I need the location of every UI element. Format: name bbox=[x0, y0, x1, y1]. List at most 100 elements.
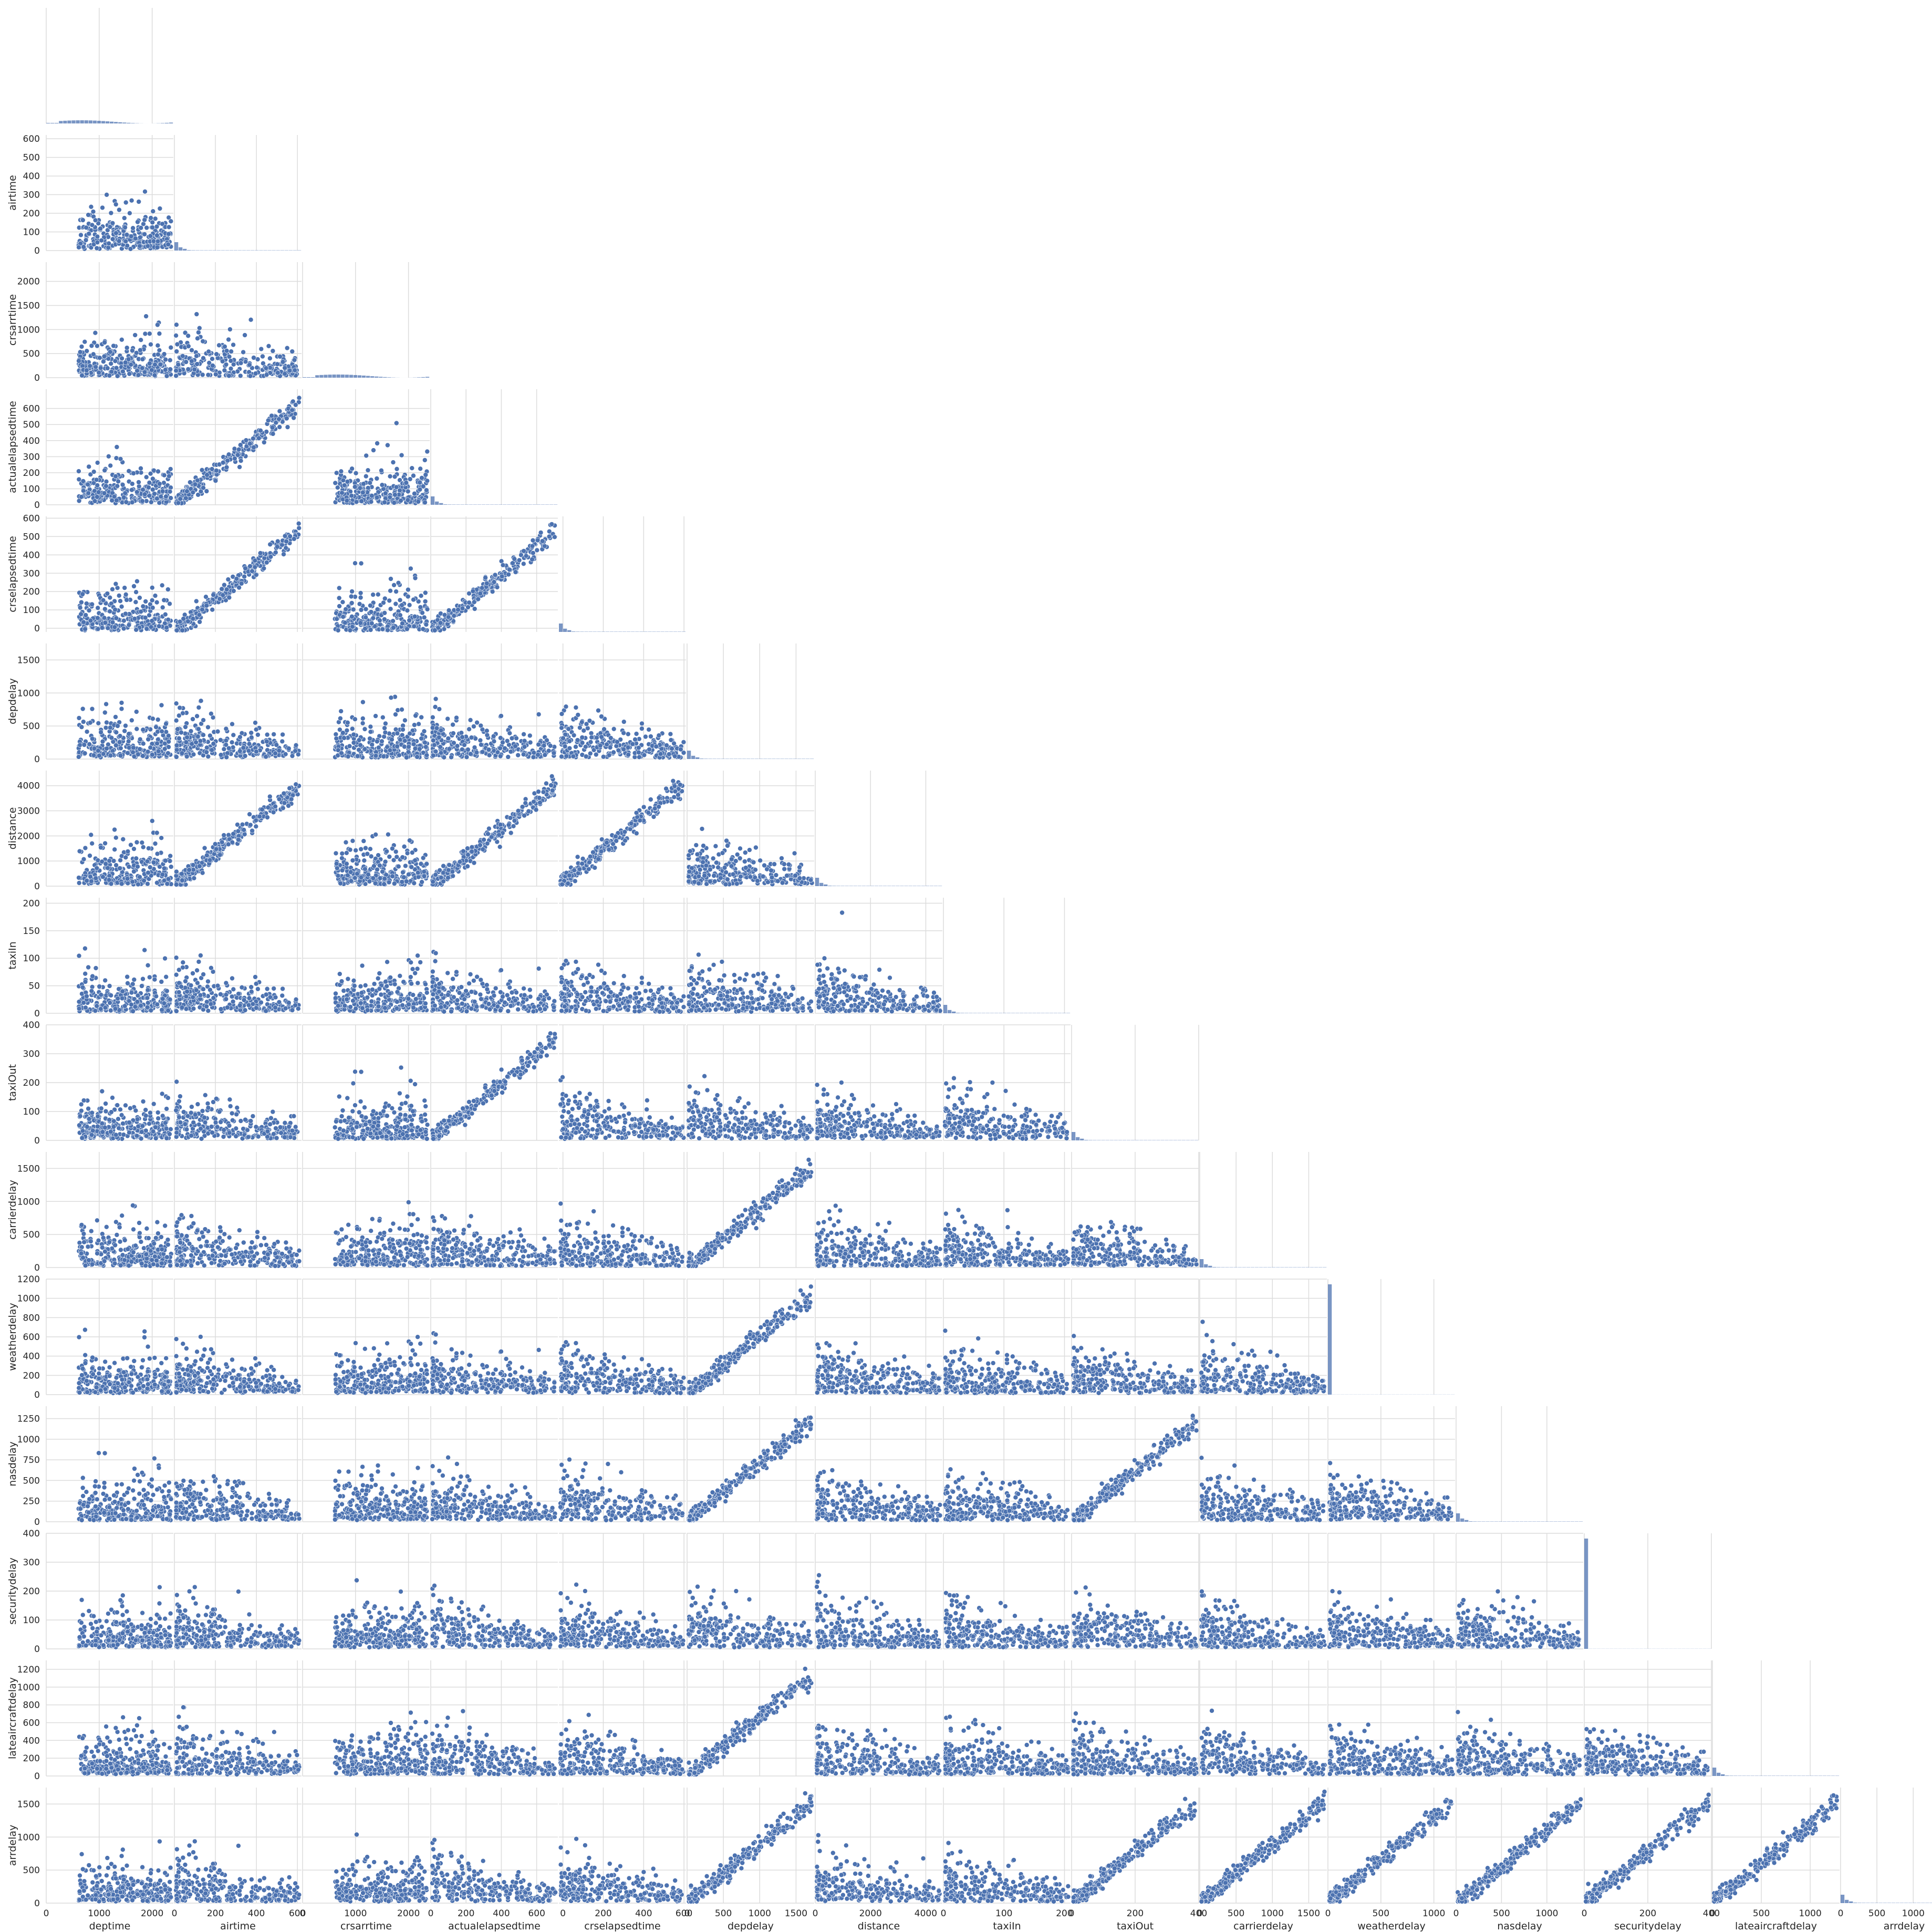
point bbox=[186, 344, 191, 349]
point bbox=[148, 745, 153, 750]
hist-bar bbox=[448, 504, 451, 505]
point bbox=[530, 557, 535, 562]
point bbox=[633, 737, 638, 742]
point bbox=[155, 245, 160, 250]
point bbox=[522, 732, 526, 736]
point bbox=[77, 715, 81, 720]
hist-bar bbox=[101, 121, 105, 123]
point bbox=[238, 361, 243, 366]
point bbox=[380, 715, 385, 720]
point bbox=[240, 822, 245, 827]
point bbox=[270, 425, 275, 430]
point bbox=[531, 538, 535, 543]
point bbox=[418, 605, 423, 609]
point bbox=[168, 859, 172, 864]
point bbox=[108, 609, 112, 614]
y-tick-label: 200 bbox=[23, 468, 40, 479]
point bbox=[254, 824, 258, 829]
point bbox=[143, 331, 148, 336]
hist-bar bbox=[588, 631, 592, 632]
point bbox=[283, 371, 287, 376]
point bbox=[285, 346, 289, 350]
point bbox=[566, 726, 571, 731]
point bbox=[146, 750, 150, 754]
point bbox=[407, 838, 412, 843]
point bbox=[277, 425, 282, 430]
panel-deptime-vs-deptime bbox=[46, 8, 173, 123]
point bbox=[383, 730, 388, 735]
point bbox=[80, 218, 85, 223]
point bbox=[174, 628, 179, 633]
point bbox=[567, 746, 572, 751]
hist-bar bbox=[559, 624, 563, 632]
point bbox=[95, 495, 99, 500]
point bbox=[140, 754, 145, 759]
point bbox=[275, 545, 279, 549]
point bbox=[112, 625, 117, 629]
point bbox=[120, 482, 125, 487]
point bbox=[339, 709, 344, 713]
hist-bar bbox=[572, 631, 575, 632]
point bbox=[174, 349, 179, 354]
point bbox=[290, 349, 295, 354]
point bbox=[141, 741, 146, 746]
point bbox=[136, 372, 141, 377]
point bbox=[131, 745, 136, 750]
point bbox=[90, 707, 95, 711]
point bbox=[114, 730, 119, 735]
point bbox=[98, 366, 103, 370]
point bbox=[136, 882, 140, 887]
point bbox=[81, 857, 86, 861]
point bbox=[446, 608, 451, 612]
point bbox=[353, 561, 358, 566]
hist-bar bbox=[439, 503, 443, 505]
point bbox=[81, 620, 86, 625]
point bbox=[118, 858, 123, 863]
point bbox=[626, 745, 630, 750]
point bbox=[112, 827, 117, 832]
hist-bar bbox=[383, 377, 387, 378]
point bbox=[78, 743, 82, 747]
point bbox=[146, 244, 150, 248]
point bbox=[456, 751, 461, 756]
point bbox=[266, 418, 271, 423]
point bbox=[227, 327, 232, 332]
point bbox=[407, 618, 412, 623]
hist-bar bbox=[456, 504, 460, 505]
point bbox=[561, 736, 566, 741]
hist-bar bbox=[114, 122, 118, 123]
point bbox=[114, 616, 119, 620]
point bbox=[85, 349, 89, 354]
y-tick-label: 500 bbox=[23, 420, 40, 430]
point bbox=[123, 855, 128, 860]
point bbox=[535, 548, 539, 553]
point bbox=[535, 538, 540, 543]
y-tick-label: 300 bbox=[23, 568, 40, 579]
y-axis-label: crsarrtime bbox=[7, 294, 18, 346]
point bbox=[157, 501, 162, 505]
point bbox=[275, 362, 280, 367]
point bbox=[362, 747, 367, 752]
point bbox=[169, 219, 173, 224]
point bbox=[160, 605, 165, 610]
point bbox=[167, 225, 171, 230]
point bbox=[123, 592, 128, 597]
point bbox=[584, 754, 588, 759]
hist-bar bbox=[746, 759, 750, 760]
point bbox=[84, 368, 89, 373]
hist-bar bbox=[366, 376, 370, 378]
point bbox=[601, 754, 606, 759]
point bbox=[118, 734, 122, 739]
point bbox=[357, 747, 361, 752]
point bbox=[432, 628, 437, 633]
point bbox=[124, 598, 129, 603]
point bbox=[126, 739, 131, 744]
point bbox=[648, 734, 653, 739]
point bbox=[180, 354, 185, 358]
point bbox=[127, 371, 132, 376]
point bbox=[468, 752, 473, 756]
point bbox=[454, 715, 459, 720]
point bbox=[368, 603, 373, 608]
point bbox=[201, 718, 206, 722]
point bbox=[510, 736, 514, 741]
